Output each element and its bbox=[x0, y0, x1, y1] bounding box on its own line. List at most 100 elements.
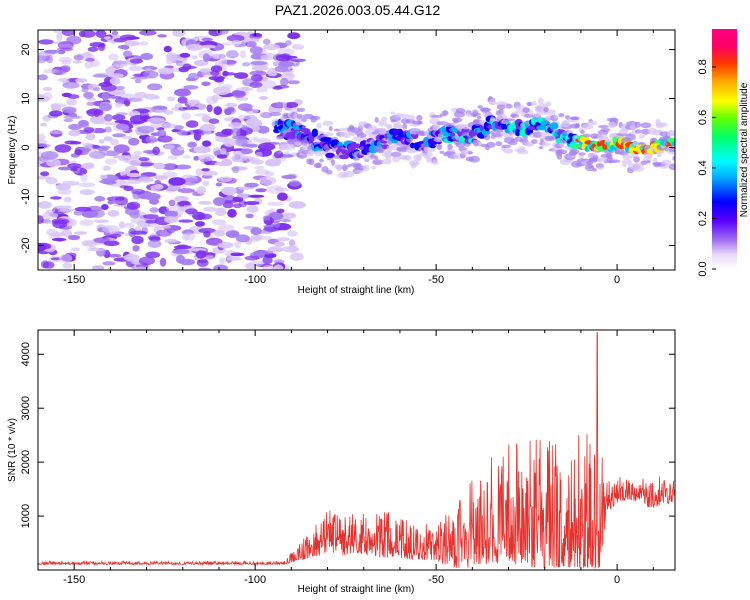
spectral-blob bbox=[40, 260, 50, 269]
spectral-blob bbox=[70, 160, 77, 164]
spectral-blob bbox=[234, 240, 242, 249]
spectral-blob bbox=[38, 201, 52, 209]
spectral-blob bbox=[210, 65, 223, 73]
spectral-blob bbox=[219, 148, 227, 155]
colorbar-label: Normalized spectral amplitude bbox=[739, 82, 750, 217]
spectral-blob bbox=[250, 60, 268, 66]
spectral-blob bbox=[185, 77, 197, 82]
spectral-blob bbox=[244, 157, 261, 163]
spectral-blob bbox=[287, 138, 296, 145]
spectral-blob bbox=[578, 152, 586, 156]
spectral-blob bbox=[89, 115, 107, 125]
spectral-blob bbox=[422, 152, 433, 158]
spectral-blob bbox=[241, 39, 250, 43]
spectral-blob bbox=[104, 158, 117, 165]
spectral-blob bbox=[79, 219, 94, 227]
spectral-blob bbox=[315, 162, 322, 169]
spectral-blob bbox=[157, 135, 173, 143]
colorbar-tick-label: 0.2 bbox=[697, 211, 709, 226]
spectral-blob bbox=[102, 261, 116, 266]
x-tick-label: -150 bbox=[63, 274, 85, 286]
spectral-blob bbox=[46, 158, 61, 167]
spectral-blob bbox=[113, 123, 130, 132]
spectral-blob bbox=[597, 133, 608, 140]
spectral-blob bbox=[285, 40, 292, 46]
spectral-blob bbox=[182, 154, 191, 159]
spectral-blob bbox=[301, 117, 307, 123]
spectral-blob bbox=[385, 123, 393, 129]
spectral-blob bbox=[174, 195, 189, 203]
spectral-blob bbox=[112, 60, 129, 68]
y-tick-label: 3000 bbox=[20, 396, 32, 420]
spectral-blob bbox=[130, 218, 144, 224]
spectral-blob bbox=[342, 132, 351, 139]
spectral-blob bbox=[336, 166, 342, 171]
spectral-blob bbox=[63, 118, 73, 123]
spectral-blob bbox=[245, 118, 262, 128]
spectral-blob bbox=[216, 154, 228, 159]
spectral-blob bbox=[277, 48, 295, 56]
spectral-blob bbox=[503, 148, 514, 154]
spectral-blob bbox=[638, 134, 645, 139]
spectrogram-y-label: Frequency (Hz) bbox=[7, 116, 18, 185]
spectral-blob bbox=[93, 219, 109, 223]
spectral-blob bbox=[262, 264, 275, 270]
spectral-blob bbox=[156, 229, 172, 237]
spectral-blob bbox=[517, 149, 529, 155]
spectral-blob bbox=[249, 81, 263, 88]
spectral-blob bbox=[275, 101, 284, 109]
spectral-blob bbox=[164, 238, 179, 244]
spectral-blob bbox=[558, 113, 565, 118]
spectral-blob bbox=[176, 57, 188, 61]
spectral-blob bbox=[598, 166, 604, 170]
spectral-blob bbox=[290, 58, 306, 62]
spectral-blob bbox=[287, 244, 298, 254]
spectral-blob bbox=[262, 256, 273, 265]
spectral-blob bbox=[178, 66, 189, 73]
spectral-blob bbox=[582, 133, 591, 138]
spectral-blob bbox=[240, 148, 253, 155]
spectral-blob bbox=[130, 76, 148, 80]
spectral-blob bbox=[92, 74, 109, 78]
x-tick-label: -50 bbox=[428, 274, 444, 286]
spectral-blob bbox=[281, 174, 297, 179]
spectral-blob bbox=[237, 127, 253, 136]
spectral-blob bbox=[102, 225, 120, 234]
spectral-blob bbox=[50, 196, 62, 200]
spectral-blob bbox=[98, 103, 112, 112]
spectral-blob bbox=[323, 132, 334, 137]
spectral-blob bbox=[109, 233, 122, 238]
spectral-blob bbox=[247, 194, 265, 198]
spectral-blob bbox=[215, 207, 227, 216]
spectral-blob bbox=[142, 70, 159, 79]
spectral-blob bbox=[147, 83, 163, 91]
spectral-blob bbox=[174, 164, 192, 170]
spectral-blob bbox=[280, 77, 289, 86]
x-tick-label: -150 bbox=[63, 574, 85, 586]
spectral-blob bbox=[179, 52, 191, 58]
spectral-blob bbox=[79, 122, 90, 129]
spectral-blob bbox=[245, 41, 257, 48]
spectral-blob bbox=[203, 230, 211, 238]
spectral-blob bbox=[263, 44, 281, 50]
spectral-blob bbox=[144, 93, 159, 100]
spectral-blob bbox=[125, 36, 140, 40]
spectral-blob bbox=[108, 53, 119, 61]
spectral-blob bbox=[468, 155, 480, 163]
spectral-blob bbox=[342, 164, 348, 172]
spectral-blob bbox=[45, 210, 54, 215]
spectral-blob bbox=[61, 59, 72, 65]
spectral-blob bbox=[147, 239, 162, 248]
spectral-blob bbox=[57, 166, 72, 171]
spectral-blob bbox=[193, 155, 200, 161]
spectral-blob bbox=[74, 206, 92, 212]
spectral-blob bbox=[319, 158, 324, 163]
spectral-blob bbox=[219, 57, 228, 66]
spectral-blob bbox=[54, 144, 72, 153]
spectral-blob bbox=[213, 264, 228, 270]
spectral-blob bbox=[124, 222, 135, 228]
y-tick-label: 1000 bbox=[20, 504, 32, 528]
x-tick-label: 0 bbox=[614, 574, 620, 586]
spectral-blob bbox=[331, 159, 335, 166]
spectral-blob bbox=[201, 81, 211, 87]
